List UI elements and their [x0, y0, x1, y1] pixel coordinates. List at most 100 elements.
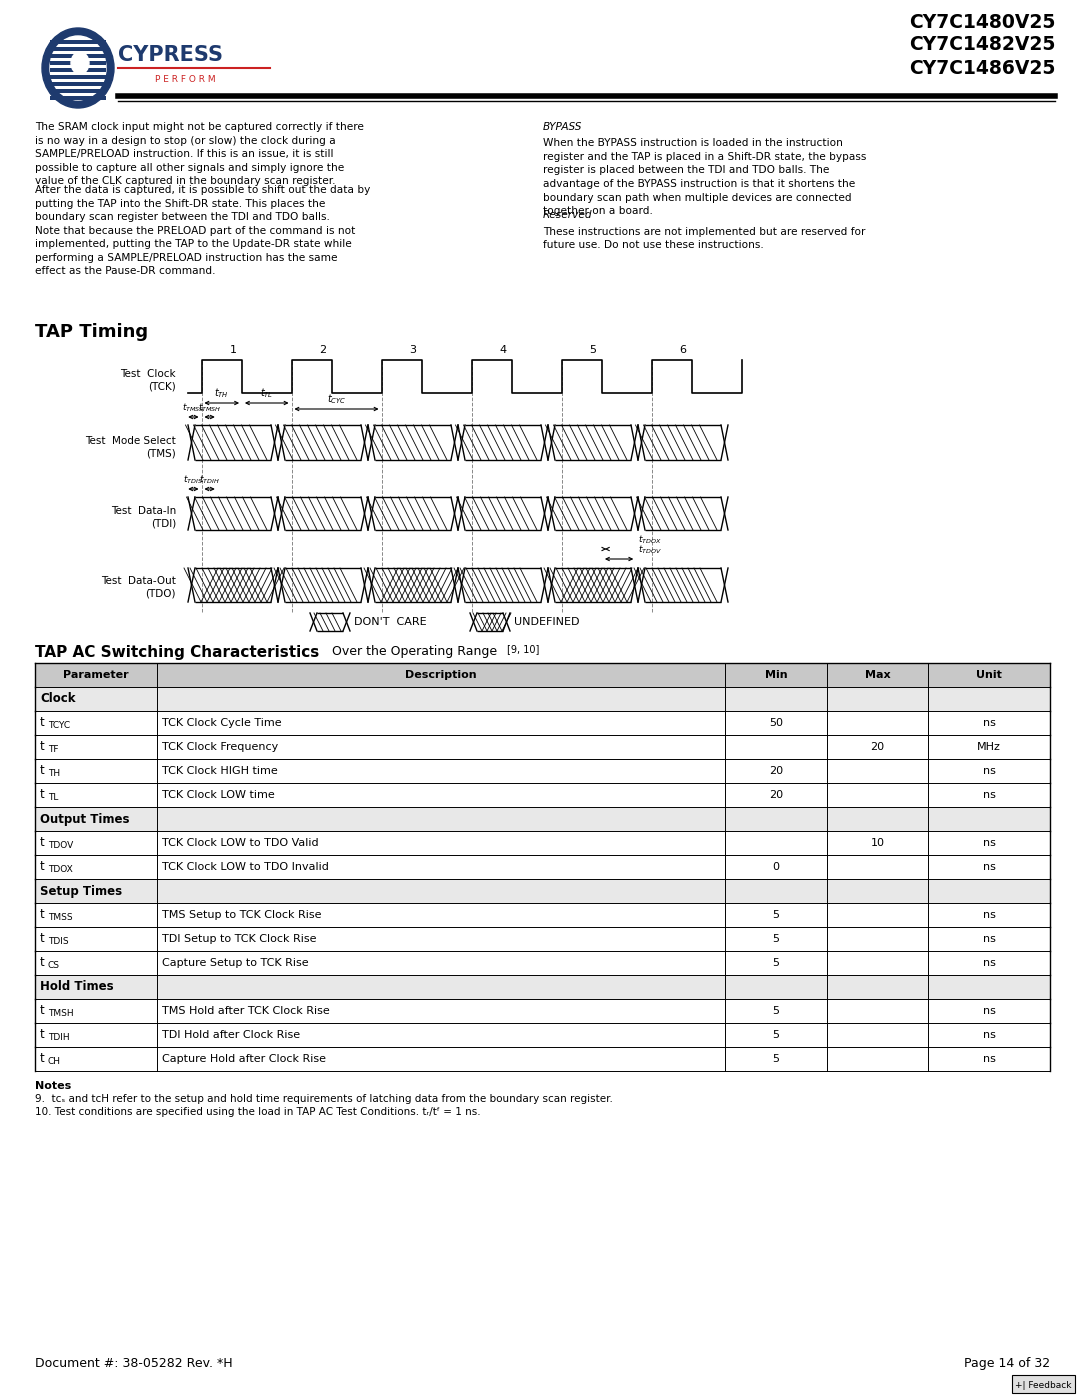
- Text: Document #: 38-05282 Rev. *H: Document #: 38-05282 Rev. *H: [35, 1356, 232, 1370]
- Text: 10: 10: [870, 838, 885, 848]
- Text: ns: ns: [983, 909, 996, 921]
- Text: 2: 2: [320, 345, 326, 355]
- Text: Test  Data-Out
(TDO): Test Data-Out (TDO): [102, 576, 176, 598]
- Text: TMS Hold after TCK Clock Rise: TMS Hold after TCK Clock Rise: [162, 1006, 329, 1016]
- Text: The SRAM clock input might not be captured correctly if there
is no way in a des: The SRAM clock input might not be captur…: [35, 122, 364, 186]
- Text: [9, 10]: [9, 10]: [507, 644, 539, 654]
- Text: TDIS: TDIS: [48, 937, 69, 947]
- Text: 5: 5: [590, 345, 596, 355]
- Bar: [35, 807, 1050, 831]
- Bar: [50, 82, 106, 87]
- Text: TCK Clock LOW to TDO Invalid: TCK Clock LOW to TDO Invalid: [162, 862, 328, 872]
- Text: Capture Setup to TCK Rise: Capture Setup to TCK Rise: [162, 958, 309, 968]
- Text: Page 14 of 32: Page 14 of 32: [963, 1356, 1050, 1370]
- Text: 9.  tᴄₛ and tᴄH refer to the setup and hold time requirements of latching data f: 9. tᴄₛ and tᴄH refer to the setup and ho…: [35, 1094, 612, 1104]
- Text: Reserved: Reserved: [543, 211, 593, 221]
- Text: MHz: MHz: [977, 742, 1001, 752]
- Bar: [50, 54, 106, 59]
- Text: 20: 20: [870, 742, 885, 752]
- Text: TCK Clock LOW time: TCK Clock LOW time: [162, 789, 274, 800]
- Ellipse shape: [71, 52, 89, 74]
- Text: 6: 6: [679, 345, 687, 355]
- Text: UNDEFINED: UNDEFINED: [514, 617, 580, 627]
- Text: TH: TH: [48, 770, 60, 778]
- Text: Test  Mode Select
(TMS): Test Mode Select (TMS): [85, 436, 176, 458]
- Text: ns: ns: [983, 766, 996, 775]
- Text: t: t: [40, 717, 44, 729]
- Text: Notes: Notes: [35, 1081, 71, 1091]
- Text: 5: 5: [772, 1006, 780, 1016]
- Text: TAP Timing: TAP Timing: [35, 323, 148, 341]
- Text: ns: ns: [983, 1030, 996, 1039]
- Text: CS: CS: [48, 961, 60, 971]
- Text: 1: 1: [229, 345, 237, 355]
- Text: TDIH: TDIH: [48, 1034, 69, 1042]
- Text: ns: ns: [983, 838, 996, 848]
- Text: Note that because the PRELOAD part of the command is not
implemented, putting th: Note that because the PRELOAD part of th…: [35, 225, 355, 277]
- Text: ns: ns: [983, 935, 996, 944]
- Text: TDI Hold after Clock Rise: TDI Hold after Clock Rise: [162, 1030, 300, 1039]
- Bar: [35, 879, 1050, 902]
- Text: Min: Min: [765, 671, 787, 680]
- Text: 3: 3: [409, 345, 417, 355]
- Text: 4: 4: [499, 345, 507, 355]
- Text: CH: CH: [48, 1058, 60, 1066]
- Text: 5: 5: [772, 909, 780, 921]
- Text: TCK Clock HIGH time: TCK Clock HIGH time: [162, 766, 278, 775]
- Text: Output Times: Output Times: [40, 813, 130, 826]
- Text: Description: Description: [405, 671, 476, 680]
- Text: After the data is captured, it is possible to shift out the data by
putting the : After the data is captured, it is possib…: [35, 184, 370, 222]
- Text: t: t: [40, 837, 44, 849]
- Text: $t_{TMSS}$: $t_{TMSS}$: [183, 401, 205, 414]
- Text: 50: 50: [769, 718, 783, 728]
- Text: Clock: Clock: [40, 693, 76, 705]
- Text: t: t: [40, 861, 44, 873]
- Text: Parameter: Parameter: [63, 671, 129, 680]
- Text: TCK Clock Frequency: TCK Clock Frequency: [162, 742, 278, 752]
- Text: P E R F O R M: P E R F O R M: [156, 75, 216, 84]
- Text: 5: 5: [772, 935, 780, 944]
- Text: t: t: [40, 740, 44, 753]
- Text: Over the Operating Range: Over the Operating Range: [328, 645, 497, 658]
- Text: CY7C1482V25: CY7C1482V25: [908, 35, 1055, 54]
- Text: DON'T  CARE: DON'T CARE: [354, 617, 427, 627]
- Text: t: t: [40, 1004, 44, 1017]
- Text: ns: ns: [983, 958, 996, 968]
- Text: BYPASS: BYPASS: [543, 122, 582, 131]
- Text: t: t: [40, 957, 44, 970]
- Text: 5: 5: [772, 1030, 780, 1039]
- Text: $t_{TL}$: $t_{TL}$: [260, 386, 273, 400]
- Text: +| Feedback: +| Feedback: [1015, 1380, 1071, 1390]
- Text: ns: ns: [983, 1006, 996, 1016]
- Text: Test  Data-In
(TDI): Test Data-In (TDI): [111, 506, 176, 528]
- Text: CYPRESS: CYPRESS: [118, 45, 222, 66]
- Bar: [50, 61, 106, 66]
- Text: 5: 5: [772, 1053, 780, 1065]
- Text: $t_{TDOX}$: $t_{TDOX}$: [638, 534, 662, 546]
- Text: t: t: [40, 933, 44, 946]
- Text: TL: TL: [48, 793, 58, 802]
- Text: Unit: Unit: [976, 671, 1002, 680]
- Bar: [1012, 1375, 1075, 1393]
- Text: CY7C1480V25: CY7C1480V25: [908, 13, 1055, 32]
- Ellipse shape: [50, 36, 106, 101]
- Text: t: t: [40, 908, 44, 922]
- Text: t: t: [40, 1028, 44, 1042]
- Ellipse shape: [42, 28, 114, 108]
- Bar: [35, 664, 1050, 687]
- Text: ns: ns: [983, 862, 996, 872]
- Text: These instructions are not implemented but are reserved for
future use. Do not u: These instructions are not implemented b…: [543, 226, 865, 250]
- Bar: [50, 89, 106, 94]
- Text: TF: TF: [48, 746, 58, 754]
- Text: 10. Test conditions are specified using the load in TAP AC Test Conditions. tᵣ/t: 10. Test conditions are specified using …: [35, 1106, 481, 1118]
- Text: CY7C1486V25: CY7C1486V25: [908, 59, 1055, 77]
- Text: Hold Times: Hold Times: [40, 981, 113, 993]
- Text: t: t: [40, 1052, 44, 1066]
- Text: TDOV: TDOV: [48, 841, 73, 851]
- Text: Capture Hold after Clock Rise: Capture Hold after Clock Rise: [162, 1053, 326, 1065]
- Text: $t_{TH}$: $t_{TH}$: [214, 386, 229, 400]
- Text: 20: 20: [769, 789, 783, 800]
- Bar: [50, 68, 106, 73]
- Text: 0: 0: [772, 862, 780, 872]
- Bar: [50, 75, 106, 80]
